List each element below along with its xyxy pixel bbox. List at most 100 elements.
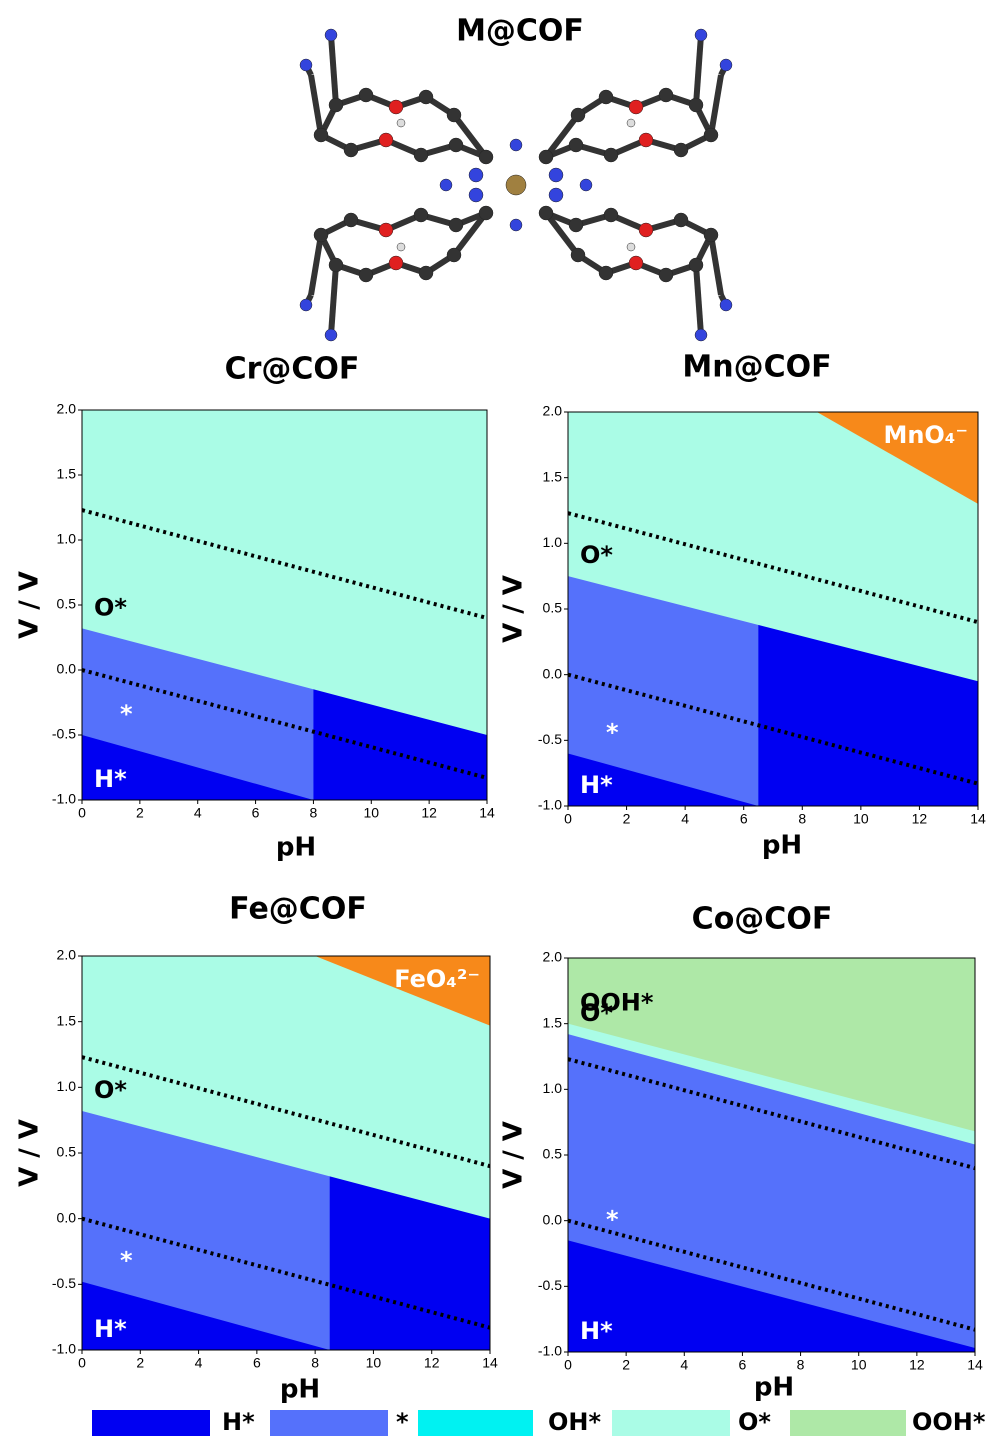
atom xyxy=(449,138,463,152)
x-tick-label: 8 xyxy=(311,1355,319,1371)
legend-swatch xyxy=(790,1410,906,1436)
chart-title: Mn@COF xyxy=(682,350,831,385)
region-label: H* xyxy=(94,765,127,793)
atom xyxy=(627,243,635,251)
region-label: O* xyxy=(580,541,613,569)
atom xyxy=(359,88,373,102)
legend-swatch xyxy=(612,1410,730,1436)
y-tick-label: -1.0 xyxy=(52,791,76,807)
atom xyxy=(695,29,707,41)
atom xyxy=(379,133,393,147)
x-tick-label: 2 xyxy=(622,1357,630,1373)
atom xyxy=(510,139,522,151)
atom xyxy=(397,119,405,127)
atom xyxy=(389,256,403,270)
atom xyxy=(704,228,718,242)
x-tick-label: 0 xyxy=(78,1355,86,1371)
x-tick-label: 10 xyxy=(363,805,379,821)
legend-label: OOH* xyxy=(912,1408,986,1436)
atom xyxy=(695,329,707,341)
atom xyxy=(479,150,493,164)
y-axis-label: V / V xyxy=(15,1119,45,1187)
y-tick-label: 0.0 xyxy=(543,665,563,681)
bond xyxy=(331,35,336,105)
x-tick-label: 6 xyxy=(739,1357,747,1373)
y-tick-label: -0.5 xyxy=(52,1275,76,1291)
x-tick-label: 14 xyxy=(482,1355,498,1371)
atom xyxy=(510,219,522,231)
x-tick-label: 12 xyxy=(424,1355,440,1371)
region-label: * xyxy=(606,718,619,746)
atom xyxy=(629,256,643,270)
x-tick-label: 4 xyxy=(680,1357,688,1373)
region-label: O* xyxy=(94,593,127,621)
atom xyxy=(704,128,718,142)
y-axis-label: V / V xyxy=(499,575,529,643)
atom xyxy=(469,188,483,202)
atom xyxy=(419,90,433,104)
bond xyxy=(711,235,721,295)
x-tick-label: 10 xyxy=(853,811,869,827)
legend-label: * xyxy=(396,1408,409,1436)
x-tick-label: 0 xyxy=(564,811,572,827)
region-label: OOH* xyxy=(580,989,654,1017)
atom xyxy=(506,175,526,195)
plot-area xyxy=(568,958,975,1352)
x-tick-label: 2 xyxy=(623,811,631,827)
atom xyxy=(539,150,553,164)
y-tick-label: -0.5 xyxy=(538,1277,562,1293)
y-tick-label: 1.5 xyxy=(57,466,77,482)
y-tick-label: 2.0 xyxy=(543,403,563,419)
x-tick-label: 2 xyxy=(136,805,144,821)
chart-title: Co@COF xyxy=(692,902,833,937)
atom xyxy=(569,138,583,152)
atom xyxy=(479,206,493,220)
x-axis-label: pH xyxy=(762,831,802,861)
y-tick-label: -0.5 xyxy=(52,726,76,742)
x-tick-label: 12 xyxy=(909,1357,925,1373)
x-tick-label: 12 xyxy=(421,805,437,821)
chart-title: Cr@COF xyxy=(225,352,360,387)
atom xyxy=(639,223,653,237)
region-label: * xyxy=(606,1205,619,1233)
atom xyxy=(300,59,312,71)
chart-title: Fe@COF xyxy=(229,892,367,927)
x-tick-label: 8 xyxy=(310,805,318,821)
atom xyxy=(549,168,563,182)
atom xyxy=(720,299,732,311)
atom xyxy=(629,100,643,114)
plot-area xyxy=(568,412,978,806)
atom xyxy=(414,148,428,162)
atom xyxy=(447,108,461,122)
y-tick-label: 0.0 xyxy=(543,1211,563,1227)
region-label: FeO₄²⁻ xyxy=(394,965,480,993)
y-tick-label: 2.0 xyxy=(57,947,77,963)
y-tick-label: 0.0 xyxy=(57,1209,77,1225)
atom xyxy=(599,266,613,280)
atom xyxy=(627,119,635,127)
x-tick-label: 4 xyxy=(194,805,202,821)
atom xyxy=(344,143,358,157)
y-tick-label: 1.0 xyxy=(57,531,77,547)
atom xyxy=(325,29,337,41)
y-tick-label: 1.0 xyxy=(543,1080,563,1096)
x-tick-label: 10 xyxy=(366,1355,382,1371)
x-tick-label: 12 xyxy=(912,811,928,827)
y-tick-label: 2.0 xyxy=(543,949,563,965)
y-axis-label: V / V xyxy=(15,571,45,639)
atom xyxy=(329,98,343,112)
atom xyxy=(569,218,583,232)
legend-label: OH* xyxy=(548,1408,601,1436)
atom xyxy=(604,148,618,162)
atom xyxy=(414,208,428,222)
atom xyxy=(674,143,688,157)
atom xyxy=(599,90,613,104)
y-tick-label: -1.0 xyxy=(52,1341,76,1357)
x-tick-label: 8 xyxy=(797,1357,805,1373)
bond xyxy=(696,265,701,335)
atom xyxy=(571,248,585,262)
y-tick-label: 0.5 xyxy=(57,1144,77,1160)
figure: M@COF Cr@COFH**O*02468101214-1.0-0.50.00… xyxy=(0,0,992,1436)
atom xyxy=(325,329,337,341)
x-tick-label: 6 xyxy=(253,1355,261,1371)
